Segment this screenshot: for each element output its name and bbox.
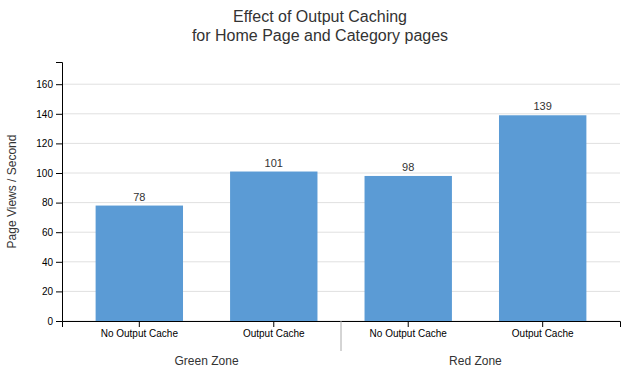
grid-line (62, 113, 620, 114)
y-tick: 20 (42, 286, 62, 297)
bar (230, 172, 317, 321)
x-tick-label: Output Cache (243, 328, 305, 339)
title: Effect of Output Caching for Home Page an… (192, 8, 448, 44)
x-tick-label: No Output Cache (101, 328, 179, 339)
x-tick: No Output Cache (370, 321, 448, 339)
y-tick-mark (56, 232, 62, 233)
bar (365, 176, 452, 321)
bar (96, 206, 183, 321)
y-tick: 140 (36, 109, 62, 120)
y-tick: 60 (42, 227, 62, 238)
data-label: 139 (534, 100, 552, 112)
y-tick-mark (56, 173, 62, 174)
grid-line (62, 84, 620, 85)
x-tick-mark (273, 321, 274, 327)
y-tick-label: 20 (42, 286, 54, 297)
title-line: Effect of Output Caching (233, 8, 407, 25)
y-tick-mark (56, 114, 62, 115)
y-tick-label: 0 (47, 316, 53, 327)
x-tick-mark (542, 321, 543, 327)
y-axis-title: Page Views / Second (5, 135, 19, 249)
y-axis: 0 20 40 60 80 100 120 140 160 (36, 63, 62, 327)
data-label: 101 (265, 157, 283, 169)
title-line: for Home Page and Category pages (192, 27, 448, 44)
groups: Green Zone Red Zone (175, 321, 503, 368)
x-tick-mark (408, 321, 409, 327)
chart: 78 101 98 139 0 20 40 60 80 100 120 140 160 No Output… (0, 0, 640, 385)
data-label: 98 (402, 161, 414, 173)
x-tick-label: No Output Cache (370, 328, 448, 339)
y-tick-label: 40 (42, 257, 54, 268)
y-tick-label: 100 (36, 168, 53, 179)
grid (62, 84, 620, 321)
y-tick: 120 (36, 138, 62, 149)
bars (96, 115, 587, 321)
y-tick-label: 160 (36, 79, 53, 90)
y-tick: 100 (36, 168, 62, 179)
y-axis-line (56, 63, 63, 322)
x-tick: Output Cache (512, 321, 574, 339)
y-tick: 0 (47, 316, 62, 327)
x-tick-mark (139, 321, 140, 327)
data-label: 78 (133, 191, 145, 203)
y-tick-mark (56, 203, 62, 204)
bar (499, 115, 586, 321)
group-separator (341, 321, 342, 351)
group-label: Green Zone (175, 354, 239, 368)
group-label: Red Zone (449, 354, 502, 368)
y-tick-label: 60 (42, 227, 54, 238)
x-tick: Output Cache (243, 321, 305, 339)
y-tick-mark (56, 262, 62, 263)
y-tick-mark (56, 84, 62, 85)
y-tick-mark (56, 321, 62, 322)
y-tick-mark (56, 291, 62, 292)
y-tick-label: 120 (36, 138, 53, 149)
plot: 78 101 98 139 0 20 40 60 80 100 120 140 160 No Output… (36, 63, 620, 369)
x-tick-label: Output Cache (512, 328, 574, 339)
data-labels: 78 101 98 139 (133, 100, 552, 202)
y-tick: 160 (36, 79, 62, 90)
y-tick: 80 (42, 197, 62, 208)
y-tick-label: 140 (36, 109, 53, 120)
y-tick-mark (56, 143, 62, 144)
x-tick: No Output Cache (101, 321, 179, 339)
y-tick-label: 80 (42, 197, 54, 208)
y-tick: 40 (42, 257, 62, 268)
